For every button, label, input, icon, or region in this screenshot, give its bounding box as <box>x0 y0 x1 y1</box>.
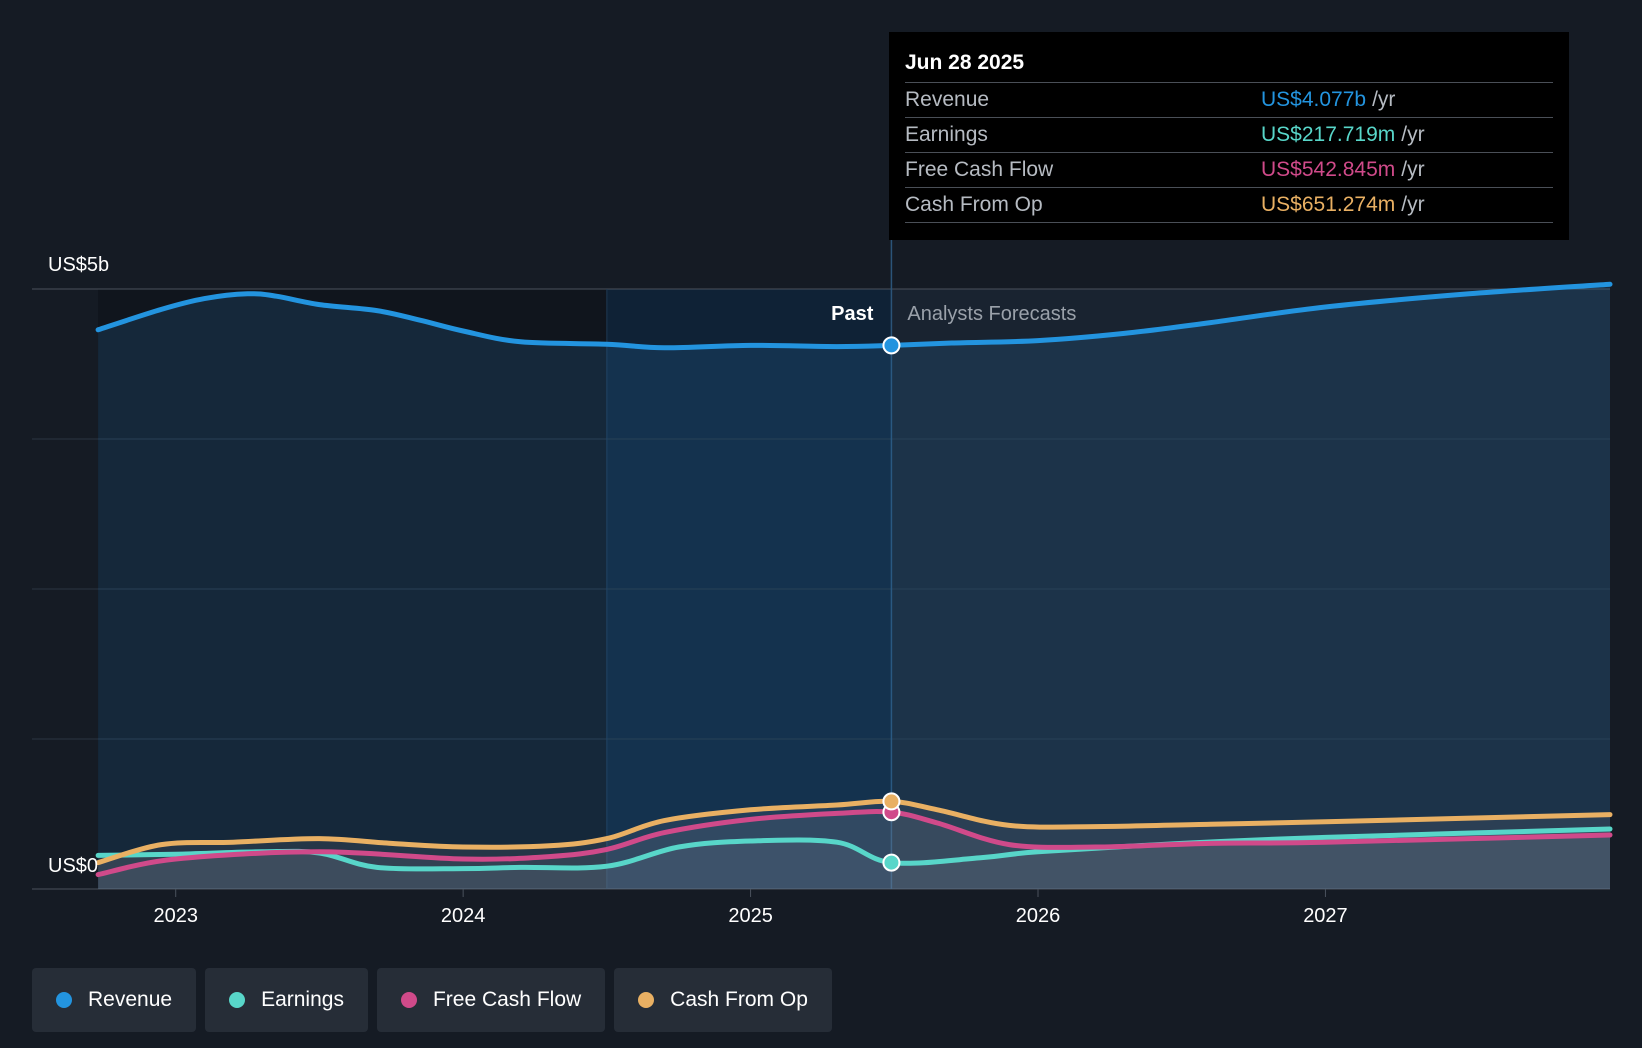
marker-earnings <box>882 853 901 872</box>
cash-from-op-dot-icon <box>638 992 655 1008</box>
legend-label: Free Cash Flow <box>432 988 582 1011</box>
free-cash-flow-dot-icon <box>400 992 417 1008</box>
tooltip-value: US$542.845m <box>1261 158 1396 181</box>
marker-cash-from-op <box>882 792 901 811</box>
tooltip-unit: /yr <box>1401 193 1425 216</box>
y-axis-bottom-label: US$0 <box>48 855 98 877</box>
forecast-label: Analysts Forecasts <box>907 303 1076 325</box>
tooltip-row-cash-from-op: Cash From Op US$651.274m /yr <box>905 188 1553 223</box>
marker-revenue <box>882 336 901 355</box>
series-line-free-cash-flow <box>95 809 1613 878</box>
legend-label: Revenue <box>88 988 173 1011</box>
x-tick-label: 2025 <box>728 905 773 927</box>
x-tick-label: 2026 <box>1016 905 1061 927</box>
tooltip-row-free-cash-flow: Free Cash Flow US$542.845m /yr <box>905 153 1553 188</box>
tooltip-row-earnings: Earnings US$217.719m /yr <box>905 118 1553 153</box>
x-tick-label: 2024 <box>441 905 486 927</box>
legend-item-earnings[interactable]: Earnings <box>205 968 368 1032</box>
tooltip-unit: /yr <box>1401 158 1425 181</box>
area-revenue <box>98 284 1611 889</box>
revenue-dot-icon <box>56 992 72 1008</box>
tooltip-unit: /yr <box>1401 123 1425 146</box>
earnings-dot-icon <box>229 992 246 1008</box>
legend-item-cash-from-op[interactable]: Cash From Op <box>614 968 832 1032</box>
x-tick-label: 2027 <box>1303 905 1348 927</box>
legend: Revenue Earnings Free Cash Flow Cash Fro… <box>32 968 832 1032</box>
tooltip-unit: /yr <box>1372 88 1396 111</box>
tooltip-row-revenue: Revenue US$4.077b /yr <box>905 83 1553 118</box>
legend-label: Earnings <box>261 988 344 1011</box>
tooltip: Jun 28 2025 Revenue US$4.077b /yr Earnin… <box>889 32 1569 240</box>
tooltip-label: Cash From Op <box>905 193 1043 216</box>
tooltip-label: Revenue <box>905 88 990 111</box>
series-line-revenue <box>95 281 1613 351</box>
tooltip-value: US$4.077b <box>1261 88 1367 111</box>
y-axis-top-label: US$5b <box>48 254 109 276</box>
tooltip-label: Earnings <box>905 123 988 146</box>
past-label: Past <box>831 303 874 325</box>
legend-label: Cash From Op <box>670 988 808 1011</box>
legend-item-free-cash-flow[interactable]: Free Cash Flow <box>376 968 606 1032</box>
tooltip-label: Free Cash Flow <box>905 158 1054 181</box>
tooltip-value: US$217.719m <box>1261 123 1396 146</box>
tooltip-date: Jun 28 2025 <box>905 46 1553 83</box>
series-line-cash-from-op <box>95 798 1613 866</box>
x-tick-label: 2023 <box>153 905 198 927</box>
tooltip-value: US$651.274m <box>1261 193 1396 216</box>
legend-item-revenue[interactable]: Revenue <box>32 968 197 1032</box>
